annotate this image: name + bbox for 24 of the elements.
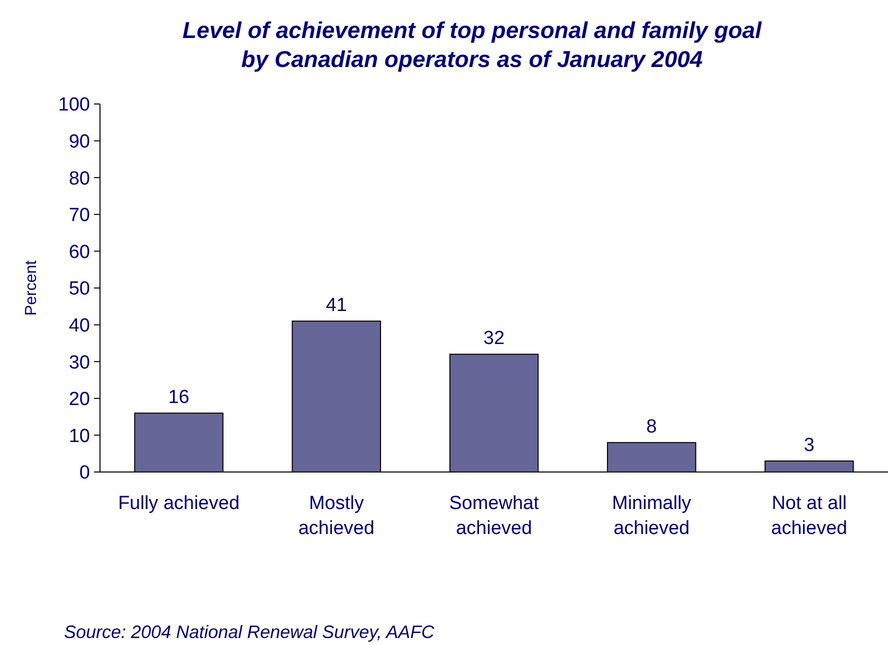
chart-title: Level of achievement of top personal and family goal by Canadian operators as of January 2004 <box>182 17 762 72</box>
y-tick-label: 90 <box>68 131 90 152</box>
y-tick-label: 40 <box>68 315 90 336</box>
y-tick-label: 60 <box>68 242 90 263</box>
y-tick-label: 30 <box>68 352 90 374</box>
source-note: Source: 2004 National Renewal Survey, AAFC <box>64 622 436 642</box>
y-axis-title: Percent <box>23 260 40 316</box>
y-tick-label: 50 <box>68 278 90 300</box>
data-label: 41 <box>326 295 347 316</box>
data-label: 32 <box>483 328 505 350</box>
y-tick-label: 10 <box>68 426 90 447</box>
data-label: 16 <box>168 387 190 408</box>
x-tick-label: Somewhat achieved <box>449 493 540 539</box>
y-tick-label: 20 <box>68 389 90 410</box>
x-tick-label: Minimally achieved <box>612 493 692 539</box>
x-tick-label: Mostly achieved <box>298 493 374 539</box>
data-label: 3 <box>804 434 814 456</box>
y-tick-label: 80 <box>68 168 90 190</box>
x-tick-label: Fully achieved <box>118 493 240 514</box>
y-tick-label: 70 <box>68 205 90 226</box>
y-tick-label: 100 <box>58 94 90 116</box>
data-label: 8 <box>646 416 657 438</box>
x-tick-label: Not at all achieved <box>771 493 848 539</box>
y-tick-label: 0 <box>79 462 90 484</box>
